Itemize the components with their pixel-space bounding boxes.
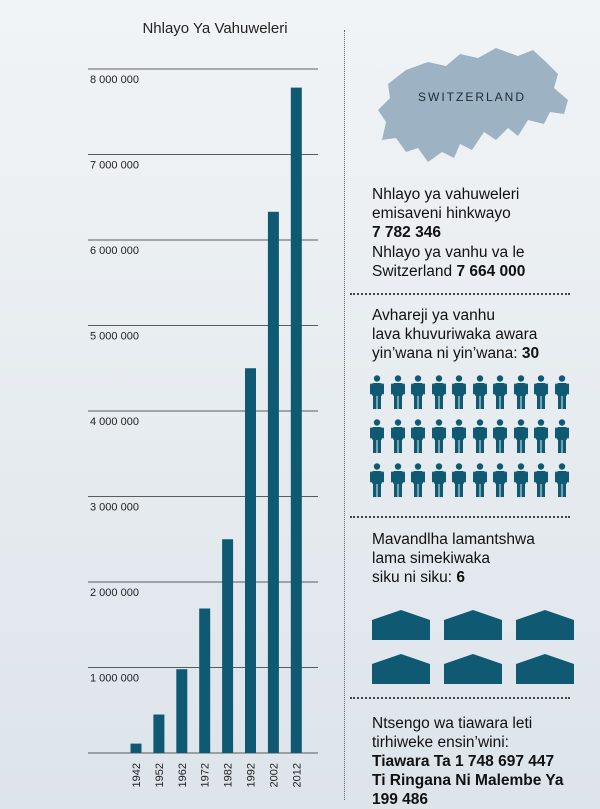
y-tick-label: 2 000 000 [90,587,139,599]
users-line1: Nhlayo ya vahuweleri [372,186,520,203]
person-icon [431,375,446,414]
y-tick-label: 8 000 000 [90,74,139,86]
x-tick-label: 1942 [131,763,143,787]
avg-value: 30 [521,345,540,362]
y-tick-label: 4 000 000 [90,416,139,428]
x-tick-label: 1992 [246,763,258,787]
house-icon [516,610,574,645]
person-icon [554,463,569,502]
house-icon [444,654,502,689]
docs-value2: Ti Ringana Ni Malembe Ya [372,772,564,789]
house-icon [372,610,430,645]
avg-line1: Avhareji ya vanhu [372,307,495,324]
person-icon [472,419,487,458]
person-icon [513,463,528,502]
pop-line1: Nhlayo ya vanhu va le [372,244,525,261]
person-icon [452,419,466,458]
person-icon [493,375,507,414]
users-value: 7 782 346 [372,224,441,241]
person-icon [493,419,507,458]
users-line2: emisaveni hinkwayo [372,205,511,222]
person-icon [431,463,446,502]
bar-chart: 1 000 000 2 000 000 3 000 000 4 000 000 5 00… [88,68,318,787]
divider-1 [350,293,570,295]
person-icon [534,419,548,458]
population-fact: Nhlayo ya vanhu va le Switzerland 7 664 … [372,243,525,281]
x-tick-label: 1962 [177,763,189,787]
pop-line2: Switzerland [372,263,457,280]
docs-value1: Tiawara Ta 1 748 697 447 [372,753,555,770]
person-icon [390,419,405,458]
docs-line2: tirhiweke ensin’wini: [372,734,509,751]
divider-2 [350,516,570,518]
bar-1942 [130,743,142,753]
person-icon [513,419,528,458]
map-shape [378,48,568,162]
users-fact: Nhlayo ya vahuweleri emisaveni hinkwayo … [372,185,519,242]
switzerland-map [378,48,568,162]
person-icon [472,463,487,502]
bar-1952 [153,714,165,753]
houses-fact: Mavandlha lamantshwa lama simekiwaka sik… [372,530,535,587]
map-label: SWITZERLAND [418,90,527,104]
houses-line3: siku ni siku: [372,569,457,586]
docs-fact: Ntsengo wa tiawara leti tirhiweke ensin’… [372,714,564,809]
houses-value: 6 [456,569,466,586]
average-fact: Avhareji ya vanhu lava khuvuriwaka awara… [372,306,539,363]
person-icon [452,463,466,502]
person-icon [390,375,405,414]
bar-1992 [245,368,256,753]
house-icon [372,654,430,689]
x-tick-label: 2012 [291,763,303,787]
y-tick-label: 1 000 000 [90,673,139,685]
x-tick-label: 1952 [154,763,166,787]
person-icon [370,419,384,458]
bar-2012 [290,87,302,753]
house-icon [516,654,574,689]
person-icon [370,463,384,502]
x-tick-label: 2002 [268,763,280,787]
person-icon [431,419,446,458]
person-icon [472,375,487,414]
person-icon [534,463,548,502]
house-icon [444,610,502,645]
y-tick-label: 7 000 000 [90,160,139,172]
y-tick-label: 3 000 000 [90,502,139,514]
person-icon [411,419,425,458]
houses-line1: Mavandlha lamantshwa [372,531,535,548]
vertical-divider [344,30,345,800]
divider-3 [350,697,570,699]
person-icon [493,463,507,502]
chart-title: Nhlayo Ya Vahuweleri [142,20,288,37]
bar-1982 [222,539,234,753]
person-icon [411,375,425,414]
person-icon [411,463,425,502]
y-tick-label: 5 000 000 [90,331,139,343]
person-icon [513,375,528,414]
docs-value3: 199 486 [372,791,429,808]
docs-line1: Ntsengo wa tiawara leti [372,715,533,732]
pop-value: 7 664 000 [456,263,526,280]
houses-line2: lama simekiwaka [372,550,491,567]
person-icon [370,375,384,414]
bar-1972 [199,608,211,753]
x-tick-label: 1972 [200,763,212,787]
bar-2002 [267,211,279,753]
person-icon [534,375,548,414]
x-tick-label: 1982 [223,763,235,787]
bar-1962 [176,669,188,753]
person-icon [554,419,569,458]
person-icon [390,463,405,502]
avg-line2: lava khuvuriwaka awara [372,326,538,343]
person-icon [452,375,466,414]
avg-line3: yin’wana ni yin’wana: [372,345,522,362]
person-icon [554,375,569,414]
y-tick-label: 6 000 000 [90,245,139,257]
